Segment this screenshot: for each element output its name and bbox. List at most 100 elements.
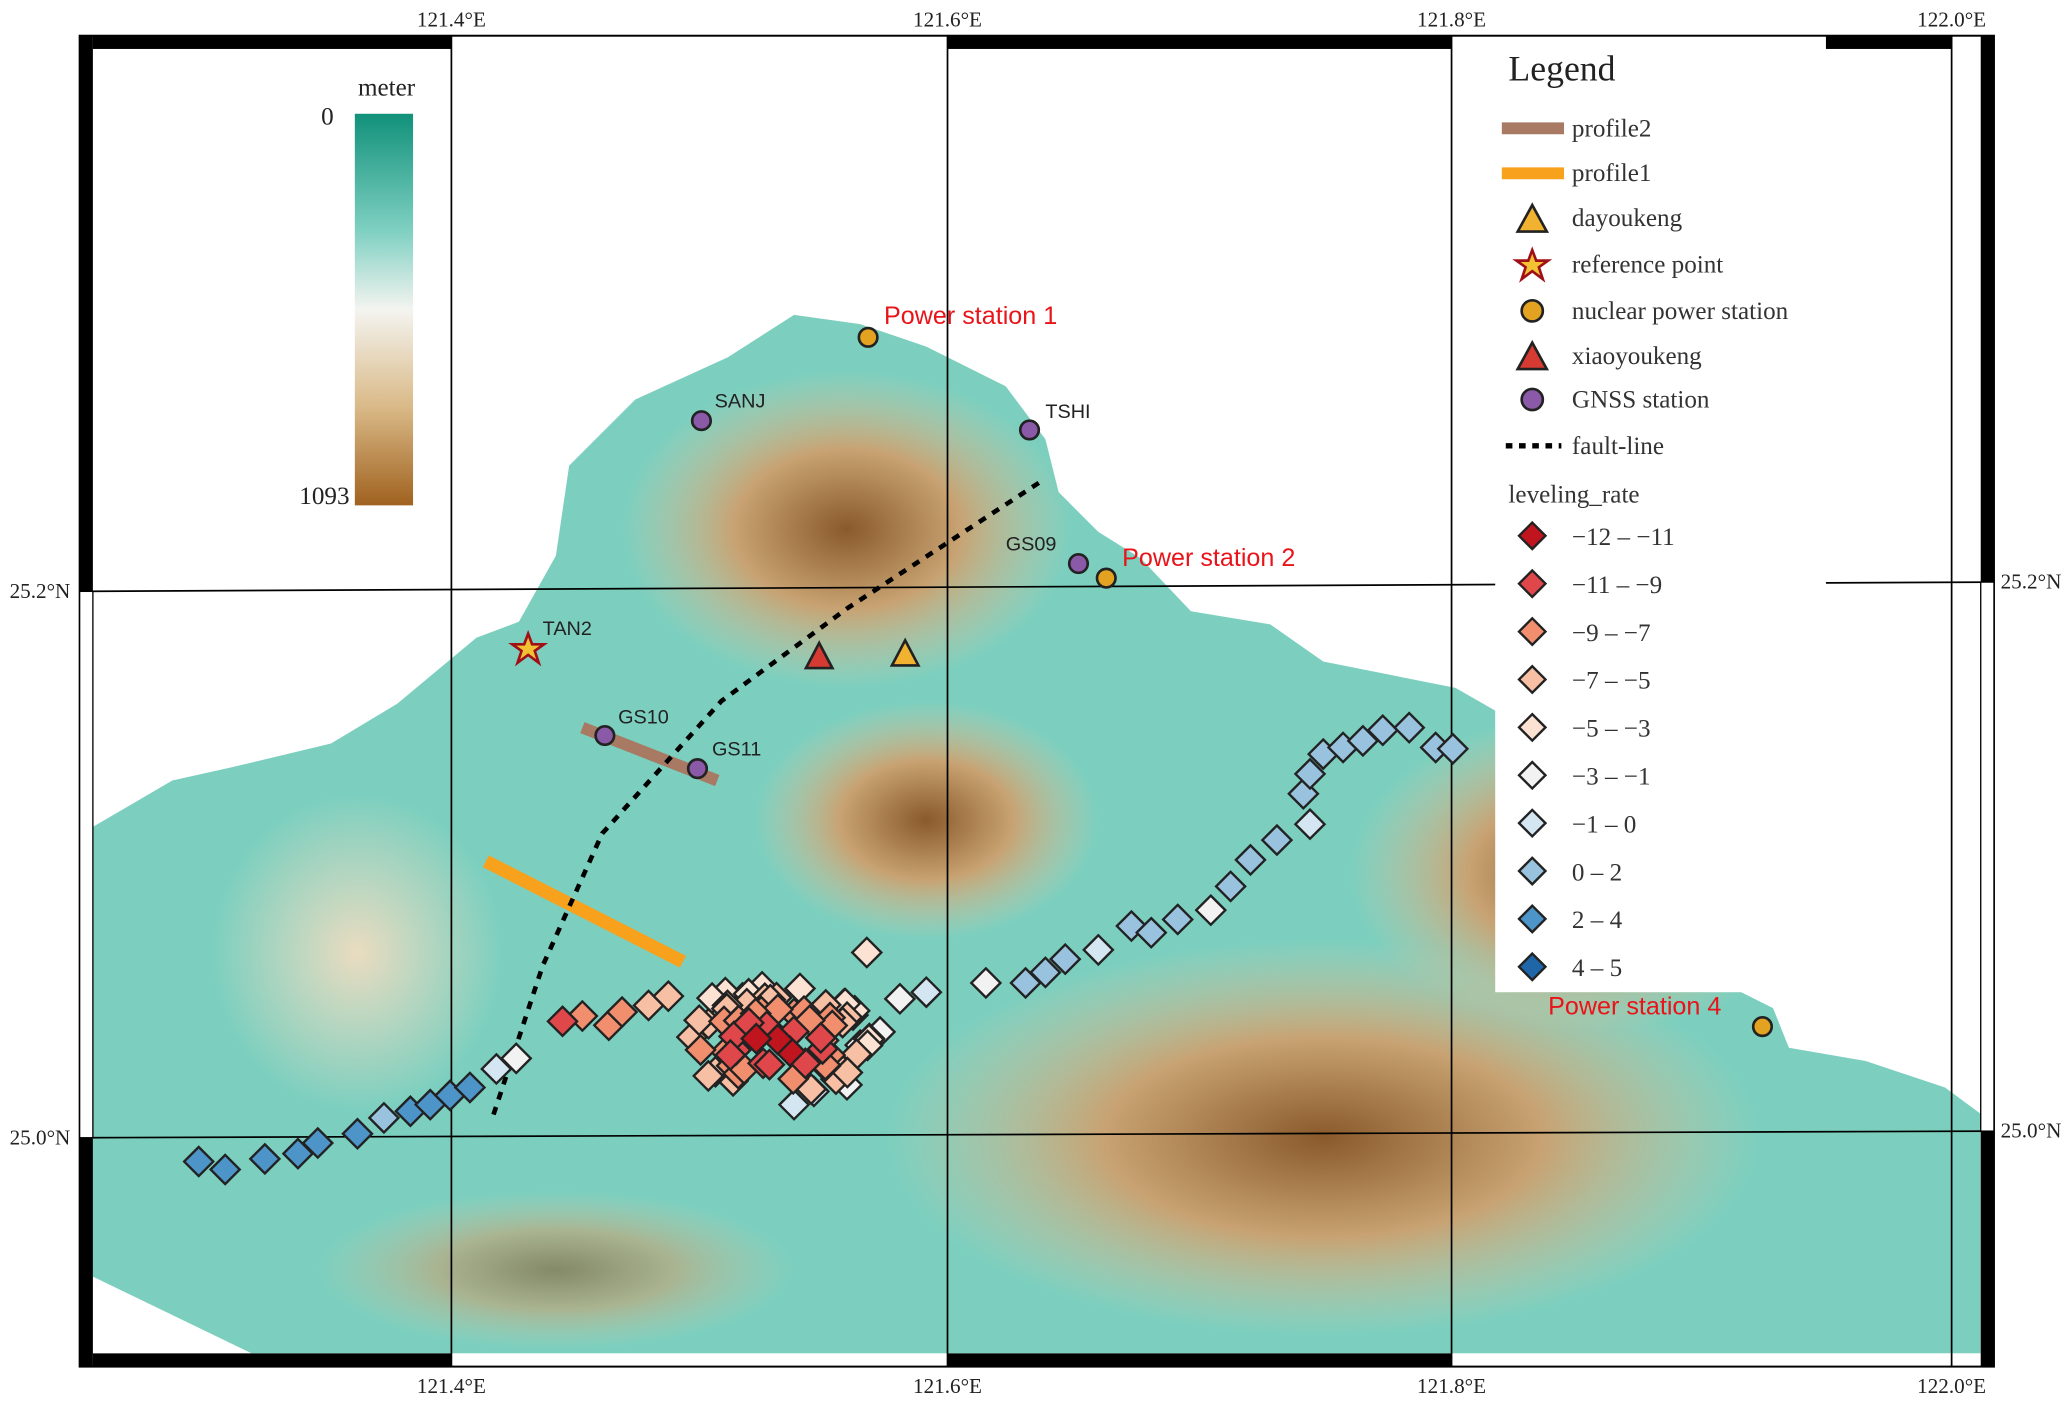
leveling-point xyxy=(652,979,685,1013)
leveling-point xyxy=(1161,903,1194,936)
leveling-point xyxy=(1366,714,1399,747)
power-station-label: Power station 4 xyxy=(1548,993,1721,1021)
frame-bar xyxy=(1980,581,1995,1132)
tick-label: 121.8°E xyxy=(1417,1374,1486,1398)
leveling-point xyxy=(777,1088,811,1121)
leveling-point xyxy=(1517,520,1548,551)
leveling-point xyxy=(248,1142,282,1176)
tick-label: 121.6°E xyxy=(913,7,982,31)
leveling-point xyxy=(1517,904,1548,934)
legend-swatch xyxy=(1520,298,1545,323)
colorbar-ramp xyxy=(354,113,414,506)
legend-label: fault-line xyxy=(1572,433,1664,460)
leveling-point xyxy=(1293,757,1327,791)
leveling-point xyxy=(740,1022,773,1055)
legend-rate-title: leveling_rate xyxy=(1508,482,1639,509)
leveling-point xyxy=(1234,843,1267,877)
leveling-point xyxy=(714,1038,747,1072)
legend-label: −11 – −9 xyxy=(1572,572,1662,599)
frame-bar xyxy=(947,1353,1452,1367)
leveling-point xyxy=(883,982,917,1016)
nuclear-station xyxy=(857,326,879,348)
stations xyxy=(508,326,1774,1038)
leveling-point xyxy=(1049,942,1082,976)
leveling-point xyxy=(850,936,884,969)
tick-label: 121.4°E xyxy=(417,1374,486,1398)
leveling-point xyxy=(684,1033,717,1067)
tick-label: 25.2°N xyxy=(2001,570,2062,594)
legend-label: profile2 xyxy=(1572,115,1652,142)
legend-swatch xyxy=(1515,202,1550,233)
profile1-line xyxy=(482,855,686,968)
legend-label: profile1 xyxy=(1572,160,1652,187)
legend-swatch xyxy=(1515,339,1550,371)
leveling-point xyxy=(1517,664,1548,695)
axis-labels: 121.4°E 121.6°E 121.8°E 122.0°E 121.4°E … xyxy=(10,7,2062,1398)
power-station-label: Power station 2 xyxy=(1122,544,1295,572)
tick-label: 25.2°N xyxy=(10,579,71,603)
grid-line xyxy=(79,1130,1994,1139)
colorbar-min: 0 xyxy=(321,103,334,130)
colorbar: meter 0 1093 xyxy=(299,74,416,510)
leveling-point xyxy=(605,995,639,1029)
legend-label: GNSS station xyxy=(1572,386,1710,413)
power-station-label: Power station 1 xyxy=(884,302,1057,330)
leveling-point xyxy=(1260,823,1294,857)
leveling-point xyxy=(1135,916,1168,949)
legend-swatch xyxy=(1512,246,1553,283)
tick-label: 122.0°E xyxy=(1917,1374,1986,1398)
mountain xyxy=(622,370,1072,688)
leveling-point xyxy=(804,1021,837,1055)
tick-label: 121.4°E xyxy=(417,7,486,31)
leveling-point xyxy=(1517,616,1548,647)
station-label: GS10 xyxy=(618,707,669,729)
leveling-point xyxy=(1194,893,1228,927)
leveling-point xyxy=(341,1117,374,1151)
leveling-point xyxy=(1214,870,1247,903)
legend-label: 0 – 2 xyxy=(1572,859,1622,886)
leveling-point xyxy=(1517,568,1548,599)
legend-label: −12 – −11 xyxy=(1572,524,1675,551)
tick-label: 25.0°N xyxy=(10,1125,71,1149)
station-label: TAN2 xyxy=(543,618,592,640)
station-label: TSHI xyxy=(1045,401,1090,423)
legend-box xyxy=(1495,48,1826,993)
legend-label: 4 – 5 xyxy=(1572,955,1622,982)
tick-label: 121.8°E xyxy=(1417,7,1486,31)
legend-label: −7 – −5 xyxy=(1572,668,1651,695)
station-label: GS11 xyxy=(712,738,761,760)
legend-label: −9 – −7 xyxy=(1572,620,1651,647)
legend-title: Legend xyxy=(1508,49,1615,89)
tick-label: 121.6°E xyxy=(913,1374,982,1398)
graticule xyxy=(79,35,1994,1367)
legend-label: 2 – 4 xyxy=(1572,907,1623,934)
legend: Legend leveling_rate profile2 profile1 day… xyxy=(1495,49,1826,993)
legend-label: nuclear power station xyxy=(1572,298,1789,325)
gnss-station xyxy=(690,410,713,432)
power-station-labels: Power station 1 Power station 2 Power st… xyxy=(884,302,1721,1021)
reference-point xyxy=(508,629,549,667)
mountain xyxy=(754,701,1099,940)
frame-bar xyxy=(92,1353,452,1367)
mountain xyxy=(886,939,1760,1337)
leveling-point xyxy=(1293,807,1327,841)
gnss-station xyxy=(686,758,709,780)
legend-label: −3 – −1 xyxy=(1572,764,1651,791)
leveling-point xyxy=(301,1126,335,1160)
leveling-points xyxy=(182,711,1470,1186)
mountain xyxy=(317,1190,795,1350)
leveling-point xyxy=(546,1005,579,1038)
leveling-point xyxy=(453,1071,487,1104)
frame-bar xyxy=(1825,35,1952,49)
colorbar-max: 1093 xyxy=(299,483,349,510)
leveling-point xyxy=(182,1145,215,1178)
frame-bar xyxy=(947,35,1452,49)
terrain xyxy=(92,314,1981,1354)
nuclear-station xyxy=(1751,1016,1774,1038)
legend-label: xiaoyoukeng xyxy=(1572,343,1702,370)
legend-label: −5 – −3 xyxy=(1572,716,1651,743)
legend-swatch xyxy=(1520,387,1545,412)
xiaoyoukeng xyxy=(803,640,835,670)
